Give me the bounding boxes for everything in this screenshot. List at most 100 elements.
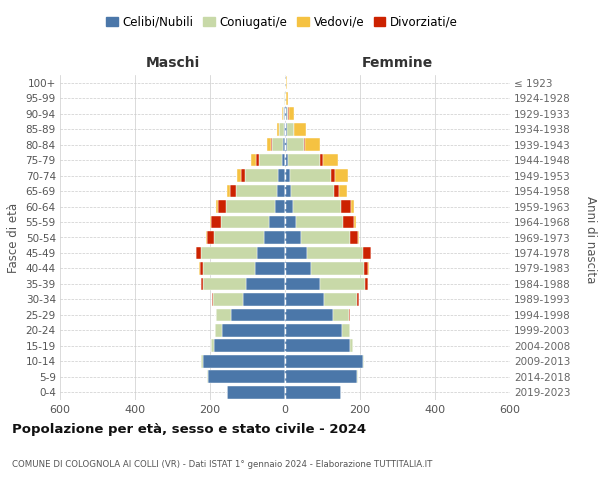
Bar: [285, 138, 287, 151]
Bar: [285, 169, 290, 182]
Bar: [285, 370, 357, 383]
Bar: [285, 76, 286, 89]
Bar: [285, 386, 341, 398]
Bar: [323, 154, 338, 166]
Bar: [269, 216, 285, 228]
Bar: [285, 324, 343, 336]
Bar: [285, 355, 363, 368]
Bar: [213, 293, 243, 306]
Bar: [290, 184, 334, 198]
Text: COMUNE DI COLOGNOLA AI COLLI (VR) - Dati ISTAT 1° gennaio 2024 - Elaborazione TU: COMUNE DI COLOGNOLA AI COLLI (VR) - Dati…: [12, 460, 433, 469]
Bar: [286, 76, 287, 89]
Bar: [245, 278, 285, 290]
Bar: [343, 216, 353, 228]
Bar: [214, 231, 265, 244]
Bar: [365, 278, 368, 290]
Bar: [293, 123, 295, 136]
Bar: [241, 169, 245, 182]
Bar: [285, 200, 293, 213]
Bar: [331, 169, 335, 182]
Bar: [295, 123, 305, 136]
Bar: [210, 216, 211, 228]
Bar: [350, 231, 358, 244]
Bar: [265, 231, 285, 244]
Bar: [335, 169, 347, 182]
Bar: [217, 308, 232, 321]
Bar: [287, 108, 289, 120]
Bar: [275, 200, 285, 213]
Bar: [282, 154, 285, 166]
Bar: [200, 278, 203, 290]
Bar: [280, 123, 284, 136]
Bar: [245, 169, 278, 182]
Bar: [203, 278, 245, 290]
Bar: [283, 108, 284, 120]
Bar: [268, 138, 271, 151]
Bar: [215, 200, 218, 213]
Bar: [208, 370, 285, 383]
Text: Anni di nascita: Anni di nascita: [584, 196, 597, 284]
Bar: [333, 308, 349, 321]
Bar: [287, 138, 304, 151]
Bar: [356, 293, 359, 306]
Bar: [307, 246, 363, 260]
Bar: [304, 138, 305, 151]
Bar: [285, 246, 307, 260]
Bar: [272, 138, 283, 151]
Bar: [211, 340, 214, 352]
Bar: [196, 246, 200, 260]
Bar: [293, 200, 341, 213]
Bar: [285, 154, 288, 166]
Bar: [363, 355, 364, 368]
Text: Femmine: Femmine: [362, 56, 433, 70]
Bar: [200, 246, 257, 260]
Bar: [364, 262, 368, 275]
Bar: [285, 308, 333, 321]
Bar: [281, 108, 283, 120]
Bar: [277, 123, 279, 136]
Bar: [283, 138, 285, 151]
Bar: [232, 308, 285, 321]
Bar: [206, 231, 207, 244]
Bar: [255, 262, 285, 275]
Bar: [203, 355, 285, 368]
Bar: [358, 231, 359, 244]
Bar: [221, 216, 269, 228]
Bar: [285, 123, 287, 136]
Bar: [271, 138, 272, 151]
Bar: [227, 184, 230, 198]
Bar: [285, 108, 287, 120]
Bar: [237, 169, 241, 182]
Bar: [353, 216, 355, 228]
Bar: [227, 386, 285, 398]
Bar: [222, 324, 285, 336]
Bar: [285, 340, 349, 352]
Bar: [350, 200, 355, 213]
Bar: [215, 324, 222, 336]
Bar: [218, 200, 226, 213]
Y-axis label: Fasce di età: Fasce di età: [7, 202, 20, 272]
Bar: [340, 184, 347, 198]
Bar: [301, 231, 350, 244]
Bar: [288, 154, 320, 166]
Bar: [285, 262, 311, 275]
Bar: [211, 216, 221, 228]
Bar: [207, 231, 214, 244]
Bar: [259, 154, 282, 166]
Bar: [289, 108, 295, 120]
Bar: [285, 184, 290, 198]
Bar: [341, 200, 350, 213]
Bar: [349, 340, 353, 352]
Bar: [320, 278, 365, 290]
Bar: [278, 169, 285, 182]
Bar: [235, 184, 277, 198]
Bar: [214, 340, 285, 352]
Text: Maschi: Maschi: [145, 56, 200, 70]
Bar: [320, 154, 323, 166]
Bar: [334, 184, 340, 198]
Bar: [251, 154, 256, 166]
Bar: [202, 355, 203, 368]
Bar: [287, 123, 293, 136]
Bar: [285, 92, 286, 104]
Bar: [277, 184, 285, 198]
